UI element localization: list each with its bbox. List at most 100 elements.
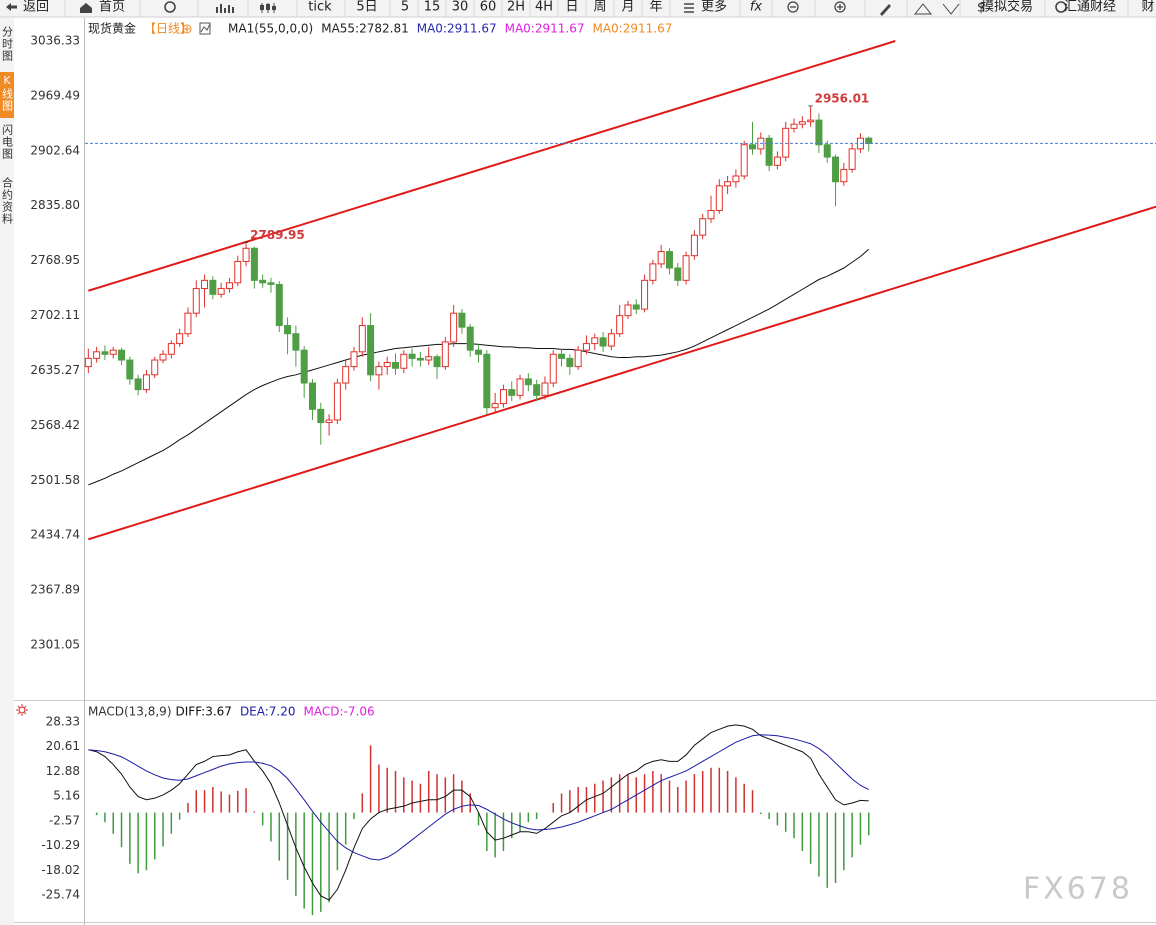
home-icon[interactable]	[80, 3, 92, 13]
refresh-icon[interactable]	[164, 1, 176, 13]
candle-body	[375, 366, 383, 376]
triangle-down-icon[interactable]	[942, 3, 960, 15]
triangle-icon[interactable]	[913, 3, 933, 15]
toolbar-button[interactable]: fx	[750, 0, 763, 15]
legend-item: MA0:2911.67	[505, 22, 585, 36]
toolbar-button[interactable]: 5日	[356, 0, 377, 15]
y-tick-label: 2568.42	[30, 418, 80, 432]
candle-body	[715, 185, 723, 211]
legend-item: MA0:2911.67	[592, 22, 672, 36]
candle-body	[466, 326, 474, 351]
toolbar-button[interactable]: 15	[424, 0, 441, 15]
settings-icon-ring	[18, 706, 26, 714]
toolbar-button[interactable]: 周	[593, 0, 606, 15]
toolbar-button[interactable]: 更多	[701, 0, 727, 15]
y-tick-label: 2902.64	[30, 143, 80, 157]
toolbar-button[interactable]: 5	[401, 0, 409, 15]
candle-body	[333, 382, 341, 421]
candle-body	[308, 382, 316, 410]
candle-body	[815, 119, 823, 146]
toolbar-button[interactable]: 汇通财经	[1064, 0, 1116, 15]
toolbar-button[interactable]: 2H	[507, 0, 525, 15]
candle-body	[142, 374, 150, 391]
menu-icon[interactable]	[684, 3, 694, 13]
candle-body	[649, 263, 657, 281]
toolbar-button[interactable]: 首页	[99, 0, 125, 15]
candle-body	[491, 403, 499, 409]
legend-item: DIFF:3.67	[176, 705, 232, 719]
candle-body	[325, 419, 333, 423]
macd-line	[88, 734, 869, 861]
back-icon[interactable]	[6, 3, 17, 11]
y-tick-label: 2969.49	[30, 88, 80, 102]
candle-body	[350, 351, 358, 368]
candle-icon-body	[266, 4, 270, 10]
candle-body	[732, 175, 740, 183]
indicator-icon[interactable]	[199, 22, 211, 35]
candle-body	[591, 337, 599, 345]
candle-body	[566, 357, 574, 368]
toolbar-button[interactable]: 返回	[23, 0, 49, 15]
y-tick-label: -18.02	[41, 863, 80, 877]
legend-item: MA0:2911.67	[417, 22, 497, 36]
candle-body	[367, 325, 375, 376]
candle-body	[641, 279, 649, 310]
toolbar-button[interactable]: 月	[621, 0, 634, 15]
candle-body	[574, 349, 582, 368]
candle-body	[823, 144, 831, 158]
dollar-icon[interactable]: $	[977, 1, 985, 16]
candle-body	[250, 247, 258, 281]
toolbar-button[interactable]: 4H	[535, 0, 553, 15]
candle-body	[740, 144, 748, 177]
sidebar-tab[interactable]: 合约资料	[1, 176, 14, 225]
toolbar-button[interactable]: 年	[649, 0, 662, 15]
candle-body	[541, 382, 549, 396]
candle-body	[807, 119, 815, 123]
toolbar-button[interactable]: 日	[565, 0, 578, 15]
zoom-in-plus	[837, 4, 843, 10]
toolbar-button[interactable]: 60	[480, 0, 497, 15]
macd-line	[88, 724, 869, 901]
y-tick-label: 2367.89	[30, 583, 80, 597]
trend-line	[88, 40, 896, 292]
candle-body	[284, 325, 292, 335]
candle-body	[292, 333, 300, 351]
candle-body	[533, 384, 541, 396]
candle-body	[840, 168, 848, 183]
sidebar-tab[interactable]: K线图	[1, 74, 14, 112]
y-tick-label: -2.57	[49, 813, 80, 827]
fx678-icon[interactable]	[1055, 1, 1067, 13]
toolbar-button[interactable]: tick	[308, 0, 332, 15]
y-tick-label: 20.61	[46, 739, 80, 753]
candle-body	[342, 366, 350, 384]
legend-item: 现货黄金	[88, 21, 136, 36]
candle-body	[707, 209, 715, 220]
candle-body	[724, 181, 732, 187]
bar-icon[interactable]	[216, 4, 234, 13]
add-icon[interactable]	[182, 24, 192, 34]
indicator-title: MACD(13,8,9)	[88, 705, 172, 719]
sidebar-tab[interactable]: 分时图	[1, 26, 14, 62]
settings-icon[interactable]	[16, 704, 28, 716]
candle-body	[225, 282, 233, 290]
y-tick-label: 2835.80	[30, 198, 80, 212]
zoom-in-icon[interactable]	[834, 1, 846, 13]
candle-body	[109, 349, 117, 355]
toolbar-button[interactable]: 模拟交易	[981, 0, 1033, 15]
y-tick-label: 2635.27	[30, 363, 80, 377]
candle-body	[516, 378, 524, 396]
y-tick-label: 2501.58	[30, 473, 80, 487]
candle-body	[201, 279, 209, 290]
candle-body	[300, 349, 308, 384]
candle-body	[408, 353, 416, 359]
add-icon-plus	[184, 26, 190, 32]
candle-body	[275, 283, 283, 327]
sidebar-tab[interactable]: 闪电图	[1, 123, 14, 160]
toolbar-button[interactable]: 财	[1141, 0, 1154, 15]
zoom-out-icon[interactable]	[787, 1, 799, 13]
pen-icon[interactable]	[880, 4, 891, 16]
toolbar-button[interactable]: 30	[452, 0, 469, 15]
candle-body	[765, 137, 773, 166]
candle-body	[101, 351, 109, 355]
